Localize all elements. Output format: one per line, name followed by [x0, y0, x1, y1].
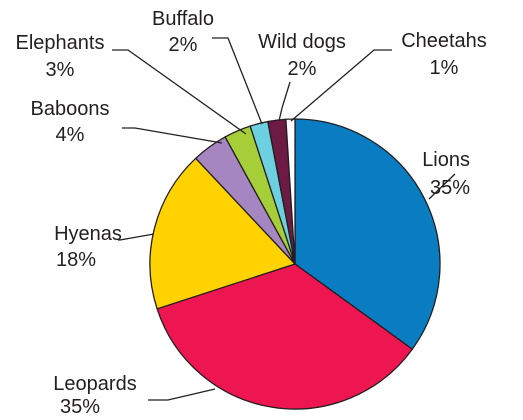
leader-line-hyenas [118, 233, 155, 241]
slice-value-wild-dogs: 2% [288, 58, 317, 80]
slice-value-buffalo: 2% [169, 34, 198, 56]
slice-value-hyenas: 18% [56, 249, 96, 271]
slice-label-hyenas: Hyenas [54, 223, 122, 245]
leader-line-cheetahs [290, 49, 392, 122]
slice-label-wild-dogs: Wild dogs [258, 31, 346, 53]
slice-label-baboons: Baboons [31, 98, 110, 120]
slice-value-lions: 35% [430, 177, 470, 199]
slice-value-baboons: 4% [56, 124, 85, 146]
slice-label-elephants: Elephants [16, 32, 105, 54]
slice-value-elephants: 3% [46, 59, 75, 81]
pie-slice-hyenas [149, 157, 297, 310]
leader-line-elephants [112, 49, 247, 135]
slice-value-leopards: 35% [60, 396, 100, 418]
slice-label-cheetahs: Cheetahs [401, 30, 487, 52]
leader-line-baboons [122, 127, 223, 144]
leader-line-leopards [148, 388, 216, 401]
leader-line-wild-dogs [278, 81, 291, 122]
slice-label-buffalo: Buffalo [152, 8, 214, 30]
slice-label-leopards: Leopards [53, 373, 136, 395]
leader-line-buffalo [212, 37, 263, 125]
pie-slice-cheetahs [285, 118, 296, 265]
pie-slice-leopards [156, 263, 414, 410]
slice-value-cheetahs: 1% [430, 57, 459, 79]
leader-line-lions [428, 173, 456, 200]
pie-slice-lions [294, 118, 441, 351]
slice-label-lions: Lions [422, 149, 470, 171]
